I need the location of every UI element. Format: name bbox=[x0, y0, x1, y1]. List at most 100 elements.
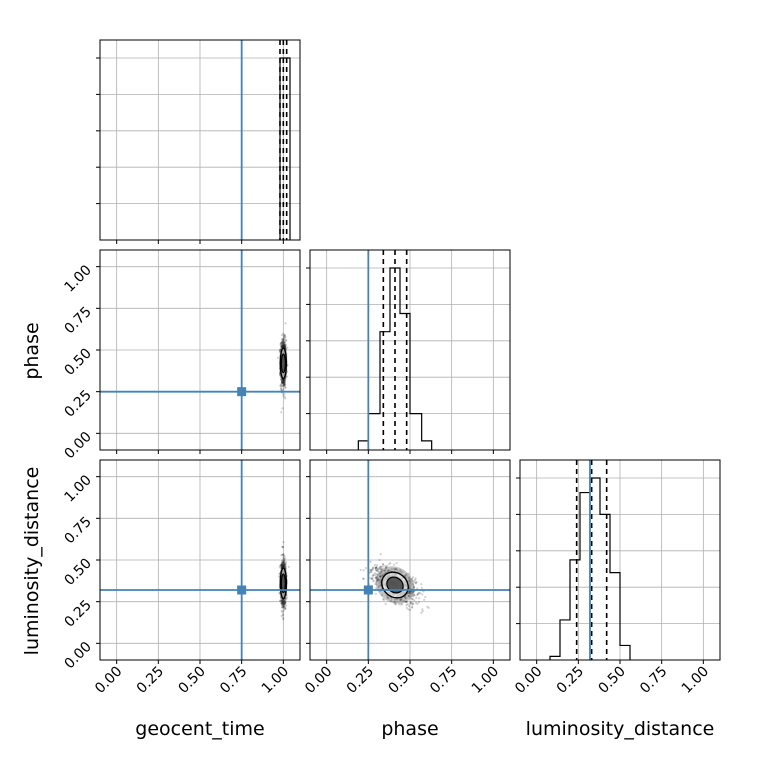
sample-point bbox=[283, 335, 286, 338]
sample-point bbox=[282, 564, 285, 567]
sample-point bbox=[282, 616, 285, 620]
sample-point bbox=[283, 334, 286, 337]
sample-point bbox=[282, 381, 285, 384]
sample-point bbox=[281, 602, 285, 605]
sample-point bbox=[284, 345, 287, 348]
sample-point bbox=[405, 600, 408, 604]
sample-point bbox=[282, 383, 286, 386]
sample-point bbox=[381, 565, 384, 568]
sample-point bbox=[283, 341, 286, 344]
sample-point bbox=[278, 592, 281, 595]
sample-point bbox=[282, 342, 285, 345]
sample-point bbox=[279, 384, 282, 387]
sample-point bbox=[280, 378, 283, 381]
sample-point bbox=[284, 565, 287, 569]
sample-point bbox=[280, 378, 283, 381]
sample-point bbox=[375, 569, 378, 572]
sample-point bbox=[370, 569, 373, 572]
sample-point bbox=[412, 586, 416, 589]
sample-point bbox=[282, 341, 285, 344]
sample-point bbox=[280, 380, 284, 384]
sample-point bbox=[283, 605, 286, 609]
sample-point bbox=[378, 584, 381, 587]
sample-point bbox=[281, 545, 284, 549]
sample-point bbox=[280, 345, 284, 349]
sample-point bbox=[283, 383, 286, 386]
sample-point bbox=[392, 568, 396, 571]
sample-point bbox=[282, 599, 285, 602]
sample-point bbox=[283, 563, 286, 567]
sample-point bbox=[282, 380, 285, 384]
sample-point bbox=[378, 567, 382, 571]
sample-point bbox=[407, 576, 410, 579]
sample-point bbox=[284, 561, 288, 564]
sample-point bbox=[281, 561, 284, 565]
sample-point bbox=[282, 556, 285, 559]
sample-point bbox=[417, 592, 420, 595]
sample-point bbox=[282, 603, 285, 606]
sample-point bbox=[406, 603, 409, 606]
sample-point bbox=[284, 601, 287, 605]
sample-point bbox=[280, 563, 283, 566]
sample-point bbox=[412, 602, 415, 605]
sample-point bbox=[404, 600, 407, 603]
sample-point bbox=[382, 563, 385, 566]
sample-point bbox=[282, 378, 285, 382]
sample-point bbox=[407, 579, 410, 582]
sample-point bbox=[282, 341, 285, 344]
sample-point bbox=[284, 343, 288, 346]
sample-point bbox=[280, 563, 283, 566]
sample-point bbox=[281, 337, 284, 340]
y-tick-label: 0.25 bbox=[61, 597, 94, 630]
sample-point bbox=[408, 586, 412, 590]
sample-point bbox=[283, 345, 286, 348]
sample-point bbox=[283, 338, 286, 341]
sample-point bbox=[374, 569, 377, 572]
sample-point bbox=[407, 592, 410, 595]
sample-point bbox=[281, 565, 284, 568]
sample-point bbox=[377, 577, 380, 580]
sample-point bbox=[385, 564, 389, 568]
sample-point bbox=[283, 558, 286, 562]
sample-point bbox=[282, 559, 286, 563]
y-tick-label: 0.00 bbox=[61, 429, 94, 462]
sample-point bbox=[378, 582, 381, 585]
sample-point bbox=[407, 572, 410, 575]
sample-point bbox=[379, 575, 382, 578]
sample-point bbox=[384, 602, 387, 606]
sample-point bbox=[281, 564, 285, 567]
sample-point bbox=[386, 570, 390, 573]
sample-point bbox=[404, 600, 408, 603]
sample-point bbox=[421, 609, 424, 613]
sample-point bbox=[280, 562, 283, 565]
sample-point bbox=[280, 599, 284, 602]
sample-point bbox=[282, 564, 286, 567]
sample-point bbox=[280, 378, 283, 381]
sample-point bbox=[394, 600, 397, 604]
sample-point bbox=[376, 579, 379, 582]
sample-point bbox=[283, 380, 287, 383]
sample-point bbox=[280, 602, 283, 605]
sample-point bbox=[281, 340, 285, 343]
sample-point bbox=[377, 585, 380, 588]
sample-point bbox=[280, 564, 283, 567]
sample-point bbox=[280, 563, 283, 566]
sample-point bbox=[280, 565, 283, 568]
x-tick-label: 0.75 bbox=[427, 664, 460, 697]
sample-point bbox=[372, 579, 375, 582]
sample-point bbox=[280, 606, 284, 609]
sample-point bbox=[281, 553, 284, 557]
sample-point bbox=[376, 578, 379, 581]
sample-point bbox=[282, 560, 285, 564]
sample-point bbox=[379, 572, 382, 575]
sample-point bbox=[409, 602, 412, 605]
panel-frame bbox=[99, 249, 301, 451]
sample-point bbox=[362, 569, 365, 572]
sample-point bbox=[284, 386, 287, 389]
sample-point bbox=[411, 597, 414, 601]
sample-point bbox=[282, 600, 285, 603]
sample-point bbox=[280, 342, 283, 345]
marginal-panel-geocent-time bbox=[96, 39, 301, 244]
sample-point bbox=[282, 345, 286, 348]
sample-point bbox=[369, 560, 372, 563]
